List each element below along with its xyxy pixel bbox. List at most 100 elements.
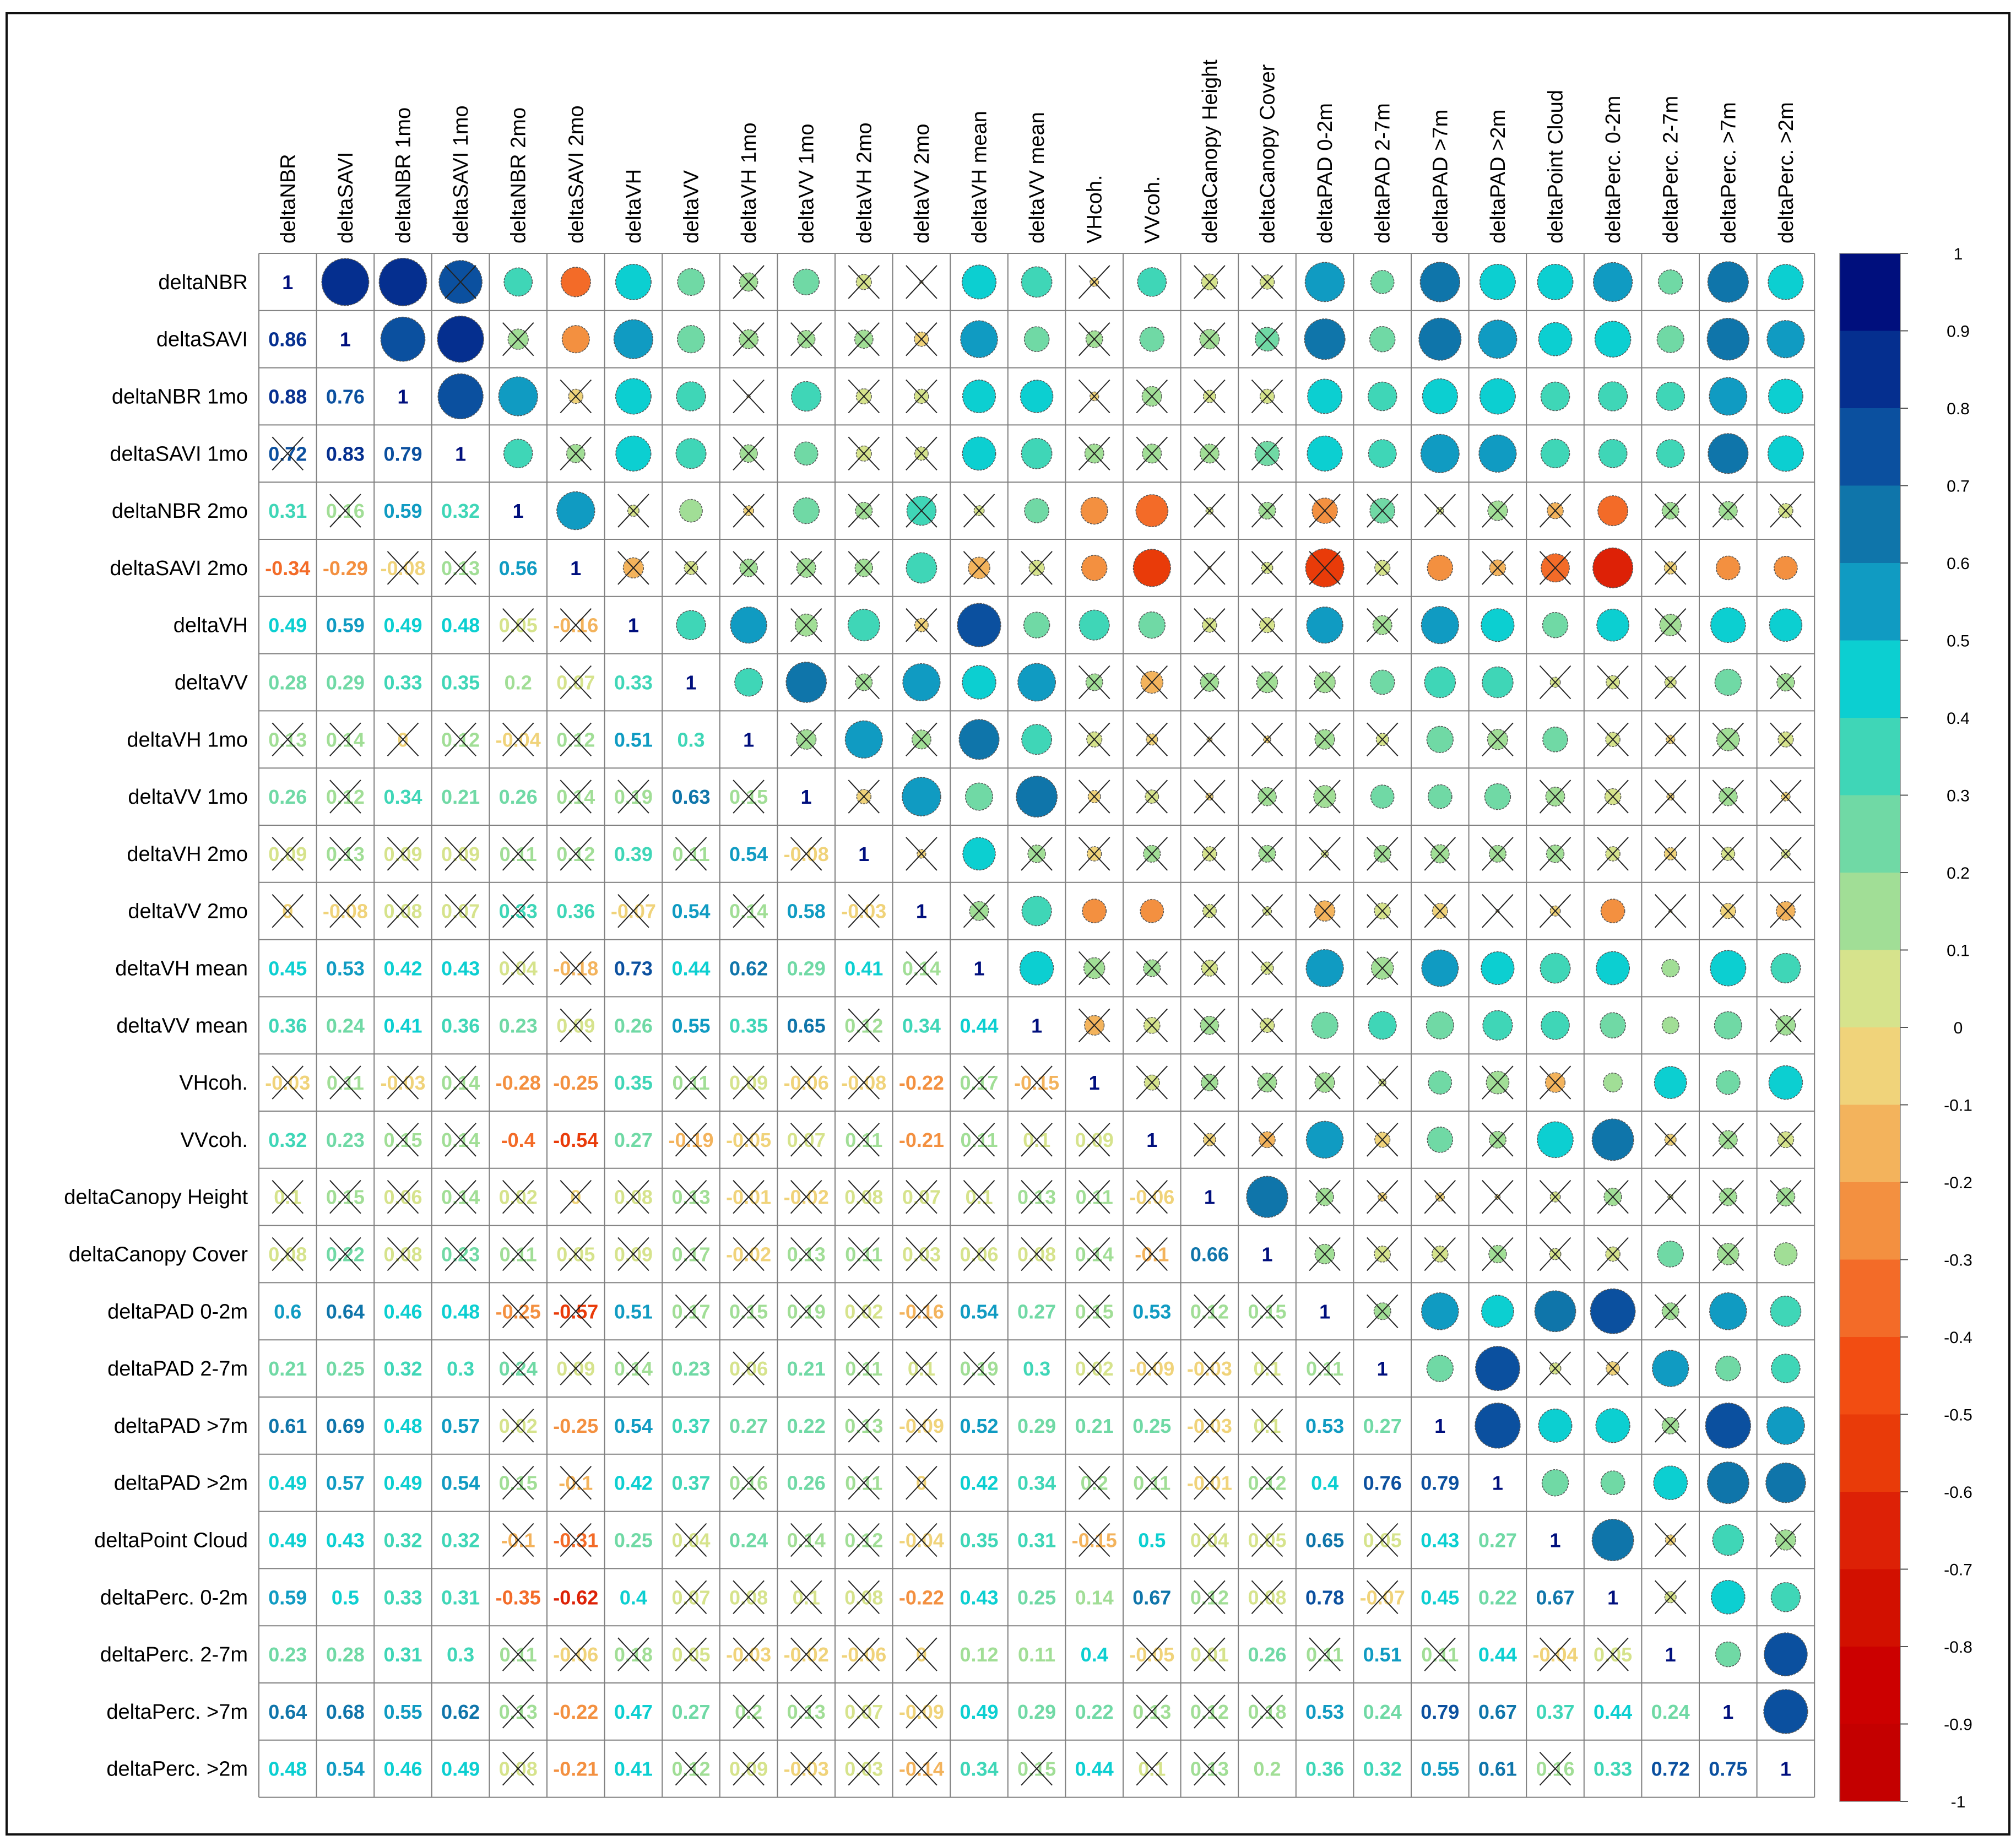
correlation-value: 0.25 [614,1529,653,1552]
cross-mark [790,1580,822,1614]
cross-mark [1770,779,1802,814]
correlation-value: 0.59 [326,614,365,637]
cross-mark [560,665,592,700]
cross-mark [1251,1008,1283,1042]
correlation-circle [902,663,941,702]
column-label: deltaPerc. >7m [1717,102,1740,243]
correlation-value: -0.22 [899,1586,944,1609]
cross-mark [1654,551,1687,585]
correlation-value: 0.53 [1305,1701,1344,1723]
cross-mark [733,322,765,356]
correlation-value: 0.62 [441,1701,480,1723]
correlation-circle [1305,1120,1344,1159]
row-label: deltaPerc. 2-7m [100,1643,248,1666]
cross-mark [1366,494,1399,528]
correlation-value: 0.48 [441,1300,480,1323]
colorbar-tick-label: 0.7 [1947,478,1970,496]
correlation-value: 0.48 [383,1415,422,1437]
cross-mark [675,1580,707,1614]
correlation-value: -0.34 [265,557,310,580]
correlation-circle [1541,1010,1570,1040]
cross-mark [1194,1409,1226,1443]
cross-mark [502,894,534,928]
cross-mark [1194,1695,1226,1729]
correlation-value: 0.35 [960,1529,998,1552]
cross-mark [1251,1065,1283,1100]
cross-mark [1078,951,1110,986]
cross-mark [1597,1180,1629,1214]
cross-mark [790,1065,822,1100]
cross-mark [1539,1351,1571,1385]
cross-mark [560,379,592,414]
correlation-value: 0.11 [1018,1643,1055,1666]
diagonal-label: 1 [1607,1586,1618,1609]
correlation-value: 0.41 [614,1758,653,1780]
correlation-circle [957,603,1001,647]
cross-mark [848,779,880,814]
correlation-value: 0.24 [729,1529,768,1552]
cross-mark [502,1523,534,1557]
cross-mark [1539,1180,1571,1214]
correlation-value: 0.86 [268,328,307,351]
row-label: deltaPerc. >2m [106,1758,248,1781]
cross-mark [790,1752,822,1786]
row-label: deltaSAVI 1mo [110,442,248,465]
correlation-circle [1020,380,1054,413]
correlation-value: 0.39 [614,843,653,865]
column-label: deltaVH [622,169,646,243]
correlation-value: 0.79 [1421,1701,1459,1723]
cross-mark [963,494,995,528]
correlation-value: 0.36 [556,900,595,923]
cross-mark [1194,837,1226,871]
cross-mark [1251,894,1283,928]
correlation-value: 0.54 [960,1300,998,1323]
colorbar-segment [1840,1724,1900,1802]
colorbar-segment [1840,873,1900,950]
correlation-value: 0.33 [614,672,653,694]
correlation-circle [503,439,533,469]
correlation-circle [1600,1012,1626,1039]
correlation-circle [1764,1632,1808,1676]
correlation-circle [1763,1689,1808,1734]
correlation-value: 0.26 [268,786,307,808]
cross-mark [790,1294,822,1328]
correlation-value: 0.3 [677,728,704,751]
cross-mark [1539,1065,1571,1100]
correlation-circle [378,257,427,306]
cross-mark [560,1294,592,1328]
cross-mark [1194,1580,1226,1614]
diagonal-label: 1 [1319,1300,1330,1323]
cross-mark [502,322,534,356]
cross-mark [906,837,937,871]
cross-mark [1021,1065,1053,1100]
cross-mark [1309,837,1341,871]
colorbar-tick-label: 0.6 [1947,555,1970,573]
cross-mark [1136,1695,1168,1729]
cross-mark [1770,1008,1802,1042]
cross-mark [560,1466,592,1500]
row-label: deltaVH mean [115,957,248,981]
correlation-circle [1021,896,1052,927]
correlation-circle [1537,263,1574,300]
correlation-value: 0.49 [441,1758,480,1780]
row-label: deltaPAD 2-7m [107,1357,248,1381]
correlation-value: 0.5 [1138,1529,1166,1552]
cross-mark [848,551,880,585]
correlation-circle [1654,1066,1687,1099]
cross-mark [1078,779,1110,814]
correlation-value: 0.53 [1305,1415,1344,1437]
cross-mark [1136,1466,1168,1500]
cross-mark [1712,1180,1744,1214]
cross-mark [387,1237,419,1271]
correlation-value: 0.42 [614,1472,653,1495]
cross-mark [1539,551,1571,585]
cross-mark [1021,837,1053,871]
correlation-value: 0.4 [1311,1472,1338,1495]
cross-mark [1078,379,1110,414]
cross-mark [906,379,937,414]
correlation-value: 0.31 [383,1643,422,1666]
colorbar-segment [1840,253,1900,331]
colorbar-tick-label: -0.2 [1944,1174,1972,1192]
cross-mark [733,779,765,814]
column-label: deltaSAVI 2mo [565,105,588,243]
